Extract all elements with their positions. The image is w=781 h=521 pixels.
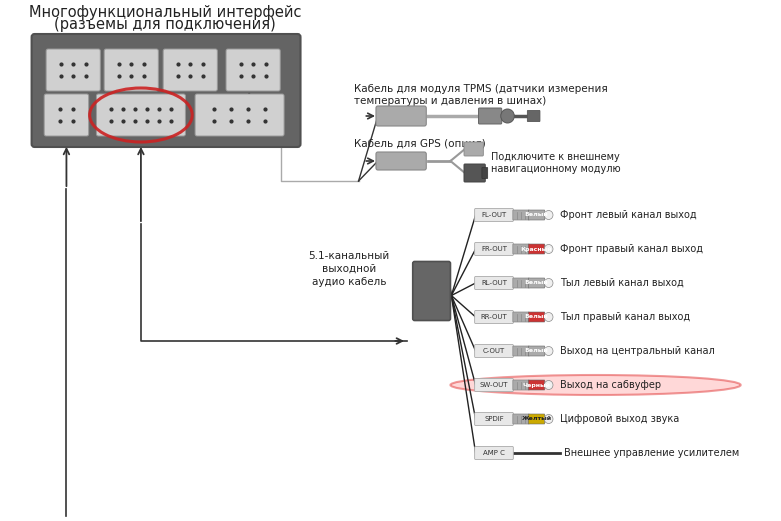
- FancyBboxPatch shape: [482, 167, 487, 179]
- FancyBboxPatch shape: [475, 242, 513, 255]
- Text: Желтый: Желтый: [522, 416, 551, 421]
- FancyBboxPatch shape: [464, 142, 483, 156]
- FancyBboxPatch shape: [479, 108, 501, 124]
- FancyBboxPatch shape: [528, 278, 545, 288]
- Text: Фронт левый канал выход: Фронт левый канал выход: [560, 210, 697, 220]
- FancyBboxPatch shape: [528, 244, 545, 254]
- FancyBboxPatch shape: [528, 414, 545, 424]
- FancyBboxPatch shape: [528, 210, 545, 220]
- FancyBboxPatch shape: [513, 278, 530, 288]
- Text: Красный: Красный: [521, 246, 552, 252]
- FancyBboxPatch shape: [475, 277, 513, 290]
- Text: Тыл левый канал выход: Тыл левый канал выход: [560, 278, 683, 288]
- Text: AMP C: AMP C: [483, 450, 505, 456]
- FancyBboxPatch shape: [475, 378, 513, 391]
- Text: Подключите к внешнему: Подключите к внешнему: [491, 152, 620, 162]
- Text: 5.1-канальный: 5.1-канальный: [308, 251, 390, 261]
- Circle shape: [544, 244, 553, 254]
- Text: (разъемы для подключения): (разъемы для подключения): [54, 18, 276, 32]
- FancyBboxPatch shape: [475, 446, 513, 460]
- FancyBboxPatch shape: [475, 311, 513, 324]
- Text: Черный: Черный: [522, 382, 551, 388]
- FancyBboxPatch shape: [412, 262, 451, 320]
- Text: навигационному модулю: навигационному модулю: [491, 164, 621, 174]
- Text: Выход на сабвуфер: Выход на сабвуфер: [560, 380, 661, 390]
- FancyBboxPatch shape: [163, 49, 217, 91]
- Circle shape: [544, 380, 553, 390]
- Text: FL-OUT: FL-OUT: [481, 212, 507, 218]
- Text: Белый: Белый: [525, 280, 548, 286]
- Text: Кабель для модуля TPMS (датчики измерения: Кабель для модуля TPMS (датчики измерени…: [354, 84, 608, 94]
- FancyBboxPatch shape: [475, 413, 513, 426]
- FancyBboxPatch shape: [527, 110, 540, 121]
- Text: Выход на центральный канал: Выход на центральный канал: [560, 346, 715, 356]
- Text: RL-OUT: RL-OUT: [481, 280, 507, 286]
- Circle shape: [544, 415, 553, 424]
- Text: Внешнее управление усилителем: Внешнее управление усилителем: [564, 448, 739, 458]
- FancyBboxPatch shape: [104, 49, 159, 91]
- FancyBboxPatch shape: [513, 210, 530, 220]
- FancyBboxPatch shape: [31, 34, 301, 147]
- FancyBboxPatch shape: [46, 49, 100, 91]
- FancyBboxPatch shape: [464, 164, 485, 182]
- Text: SW-OUT: SW-OUT: [480, 382, 508, 388]
- Text: RR-OUT: RR-OUT: [480, 314, 508, 320]
- FancyBboxPatch shape: [513, 346, 530, 356]
- FancyBboxPatch shape: [195, 94, 284, 136]
- FancyBboxPatch shape: [528, 346, 545, 356]
- FancyBboxPatch shape: [528, 312, 545, 322]
- Text: Кабель для GPS (опция): Кабель для GPS (опция): [354, 138, 486, 148]
- FancyBboxPatch shape: [96, 94, 185, 136]
- FancyBboxPatch shape: [528, 380, 545, 390]
- FancyBboxPatch shape: [475, 344, 513, 357]
- Circle shape: [544, 313, 553, 321]
- FancyBboxPatch shape: [513, 312, 530, 322]
- FancyBboxPatch shape: [376, 152, 426, 170]
- Circle shape: [501, 109, 515, 123]
- Text: Многофункциональный интерфейс: Многофункциональный интерфейс: [29, 6, 301, 20]
- Text: Белый: Белый: [525, 213, 548, 217]
- Text: SPDIF: SPDIF: [484, 416, 504, 422]
- FancyBboxPatch shape: [226, 49, 280, 91]
- Text: выходной: выходной: [322, 264, 376, 274]
- Circle shape: [544, 210, 553, 219]
- FancyBboxPatch shape: [513, 414, 530, 424]
- Text: Белый: Белый: [525, 349, 548, 354]
- Ellipse shape: [451, 375, 740, 395]
- Text: Тыл правый канал выход: Тыл правый канал выход: [560, 312, 690, 322]
- FancyBboxPatch shape: [376, 106, 426, 126]
- FancyBboxPatch shape: [475, 208, 513, 221]
- Circle shape: [544, 346, 553, 355]
- Text: Фронт правый канал выход: Фронт правый канал выход: [560, 244, 703, 254]
- FancyBboxPatch shape: [513, 244, 530, 254]
- Text: Цифровой выход звука: Цифровой выход звука: [560, 414, 679, 424]
- FancyBboxPatch shape: [45, 94, 89, 136]
- FancyBboxPatch shape: [513, 380, 530, 390]
- Text: Белый: Белый: [525, 315, 548, 319]
- Circle shape: [544, 279, 553, 288]
- Text: температуры и давления в шинах): температуры и давления в шинах): [354, 96, 546, 106]
- Text: C-OUT: C-OUT: [483, 348, 505, 354]
- Text: аудио кабель: аудио кабель: [312, 277, 386, 287]
- Text: FR-OUT: FR-OUT: [481, 246, 507, 252]
